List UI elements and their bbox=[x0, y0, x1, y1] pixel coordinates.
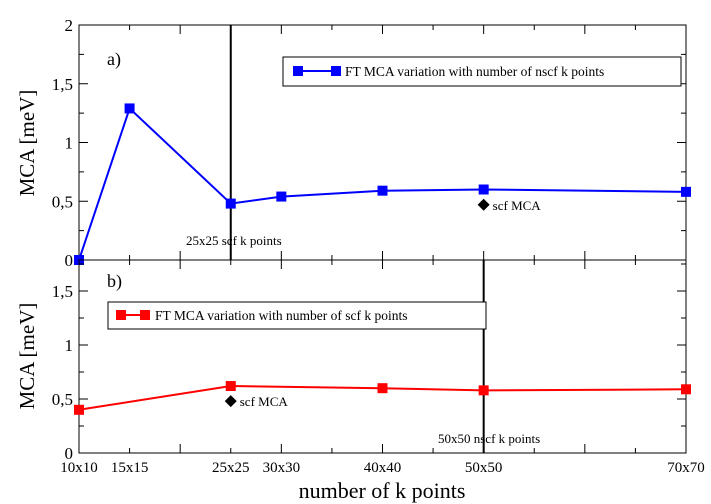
panel-b-frame bbox=[78, 259, 687, 454]
panel-a-tag: a) bbox=[107, 49, 121, 70]
panel-a: 00,511,52 25x25 scf k points scf MCA a) … bbox=[15, 16, 691, 270]
panel-b-y-ticks: 0 0,5 1 1,5 bbox=[52, 263, 686, 463]
x-tick-label: 70x70 bbox=[667, 460, 705, 476]
panel-a-data-point bbox=[478, 184, 489, 195]
panel-b-legend-marker-left bbox=[116, 310, 126, 320]
panel-b-tag: b) bbox=[107, 271, 122, 292]
panel-a-y-tick-label: 0 bbox=[65, 251, 74, 270]
panel-a-legend-box bbox=[282, 56, 682, 87]
panel-b-x-ticks bbox=[78, 260, 687, 453]
panel-b-y-tick-label: 1,5 bbox=[52, 282, 73, 301]
panel-b-y-axis-title: MCA [meV] bbox=[15, 303, 39, 410]
panel-a-series-blue bbox=[74, 103, 691, 265]
panel-b-legend-marker-right bbox=[140, 310, 150, 320]
panel-a-y-tick-label: 0,5 bbox=[52, 192, 73, 211]
panel-b-scf-mca-marker bbox=[224, 395, 237, 408]
panel-a-y-tick-label: 2 bbox=[65, 16, 74, 35]
panel-a-legend: FT MCA variation with number of nscf k p… bbox=[282, 56, 682, 87]
panel-a-data-point bbox=[225, 198, 236, 209]
panel-a-y-tick-label: 1,5 bbox=[52, 75, 73, 94]
panel-a-legend-marker-left bbox=[293, 66, 303, 76]
panel-b-data-point bbox=[681, 384, 691, 395]
x-axis-title: number of k points bbox=[299, 478, 466, 503]
panel-a-scf-mca-marker bbox=[477, 198, 490, 211]
panel-a-data-point bbox=[377, 185, 388, 196]
panel-b-legend: FT MCA variation with number of scf k po… bbox=[107, 301, 487, 330]
x-tick-label: 10x10 bbox=[60, 460, 98, 476]
panel-b-data-point bbox=[74, 404, 84, 415]
panel-a-x-ticks bbox=[78, 25, 687, 260]
panel-a-data-point bbox=[276, 191, 287, 202]
x-tick-label: 25x25 bbox=[212, 460, 250, 476]
x-tick-label: 50x50 bbox=[465, 460, 503, 476]
x-tick-labels: 10x10 15x15 25x25 30x30 40x40 50x50 70x70 bbox=[60, 460, 705, 476]
panel-b-data-point bbox=[225, 381, 236, 392]
panel-b-y-tick-label: 1 bbox=[65, 336, 74, 355]
panel-b: 00,511,5 50x50 nscf k points scf MCA b) … bbox=[15, 259, 691, 463]
panel-b-legend-label: FT MCA variation with number of scf k po… bbox=[155, 308, 408, 323]
x-tick-label: 15x15 bbox=[111, 460, 149, 476]
panel-b-reference-line-label: 50x50 nscf k points bbox=[438, 431, 540, 446]
panel-a-y-tick-label: 1 bbox=[65, 134, 74, 153]
panel-b-y-tick-label: 0,5 bbox=[52, 390, 73, 409]
x-tick-label: 30x30 bbox=[263, 460, 301, 476]
x-tick-label: 40x40 bbox=[364, 460, 402, 476]
panel-b-data-point bbox=[377, 383, 388, 394]
panel-a-scf-mca-label: scf MCA bbox=[493, 198, 542, 213]
panel-a-y-ticks: 0 0,5 1 1,5 2 bbox=[52, 16, 686, 270]
panel-b-y-tick-label: 0 bbox=[65, 444, 74, 463]
panel-b-legend-box bbox=[107, 301, 487, 330]
panel-b-scf-mca-label: scf MCA bbox=[240, 394, 289, 409]
panel-a-legend-marker-right bbox=[331, 66, 341, 76]
panel-a-y-axis-title: MCA [meV] bbox=[15, 90, 39, 197]
panel-a-reference-line-label: 25x25 scf k points bbox=[186, 233, 282, 248]
panel-b-series-red bbox=[74, 381, 691, 415]
panel-a-legend-label: FT MCA variation with number of nscf k p… bbox=[345, 64, 604, 79]
panel-a-series-line bbox=[78, 106, 687, 261]
panel-b-data-point bbox=[478, 385, 489, 396]
panel-a-data-point bbox=[681, 186, 691, 197]
panel-a-data-point bbox=[124, 103, 135, 114]
